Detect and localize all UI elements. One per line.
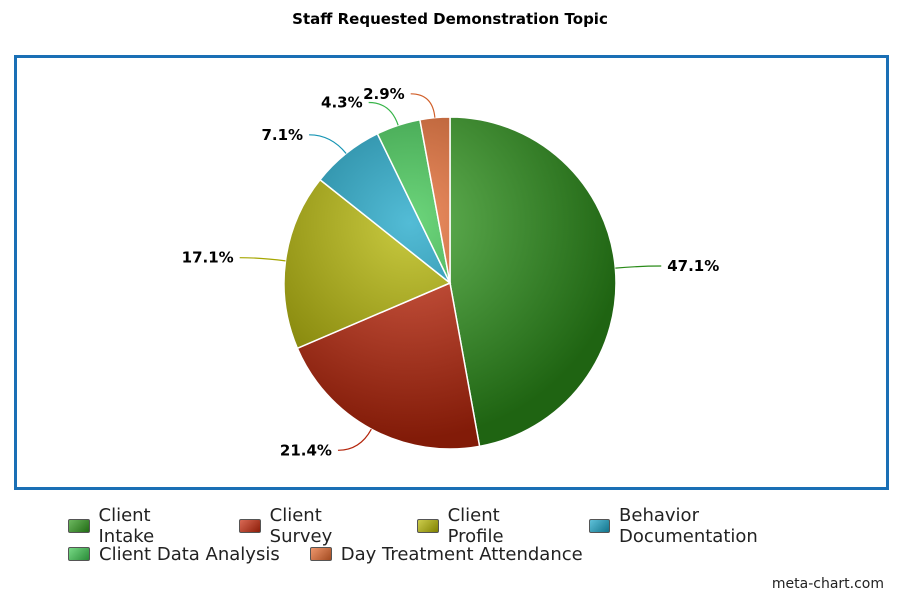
data-label-client-profile: 17.1%	[182, 249, 234, 267]
connector-client-survey	[337, 428, 372, 451]
chart-title: Staff Requested Demonstration Topic	[292, 10, 608, 28]
connector-client-data-analysis	[368, 101, 399, 126]
legend: Client Intake Client Survey Client Profile…	[68, 505, 868, 568]
legend-swatch-client-survey	[239, 519, 261, 533]
legend-item-day-treatment-attendance[interactable]: Day Treatment Attendance	[309, 543, 583, 565]
legend-label: Client Intake	[98, 505, 155, 547]
connector-client-profile	[239, 257, 286, 262]
connector-day-treatment-attendance	[410, 93, 436, 118]
legend-item-client-survey[interactable]: Client Survey	[239, 505, 387, 547]
legend-swatch-day-treatment-attendance	[309, 547, 332, 561]
legend-item-client-intake[interactable]: Client Intake	[68, 505, 209, 547]
legend-swatch-client-profile	[417, 519, 439, 533]
legend-label: Client Data Analysis	[99, 543, 280, 565]
legend-row: Client Intake Client Survey Client Profile…	[68, 505, 868, 547]
legend-item-client-data-analysis[interactable]: Client Data Analysis	[68, 544, 280, 565]
pie-slice-client-intake[interactable]	[449, 116, 617, 448]
legend-item-client-profile[interactable]: Client Profile	[417, 505, 558, 547]
connector-client-intake	[615, 265, 662, 269]
pie-slice-client-survey[interactable]	[296, 281, 481, 450]
legend-label: Client Survey	[269, 505, 333, 547]
legend-swatch-client-data-analysis	[68, 547, 90, 561]
data-label-client-survey: 21.4%	[280, 441, 332, 459]
pie-slice-day-treatment-attendance[interactable]	[419, 116, 451, 284]
legend-swatch-behavior-documentation	[588, 519, 611, 533]
legend-label: Day Treatment Attendance	[340, 543, 583, 565]
data-label-behavior-documentation: 7.1%	[261, 126, 303, 144]
data-label-client-intake: 47.1%	[667, 257, 719, 275]
legend-swatch-client-intake	[68, 519, 90, 533]
plot-area-frame	[14, 55, 889, 490]
legend-label: Client Profile	[447, 505, 504, 547]
pie-slice-client-profile[interactable]	[283, 178, 452, 350]
legend-label: Behavior Documentation	[619, 505, 758, 547]
data-label-day-treatment-attendance: 2.9%	[363, 85, 405, 103]
legend-row: Client Data Analysis Day Treatment Attend…	[68, 540, 868, 568]
connector-behavior-documentation	[309, 134, 347, 154]
data-label-client-data-analysis: 4.3%	[321, 94, 363, 112]
watermark[interactable]: meta-chart.com	[771, 576, 884, 592]
legend-item-behavior-documentation[interactable]: Behavior Documentation	[588, 505, 838, 547]
